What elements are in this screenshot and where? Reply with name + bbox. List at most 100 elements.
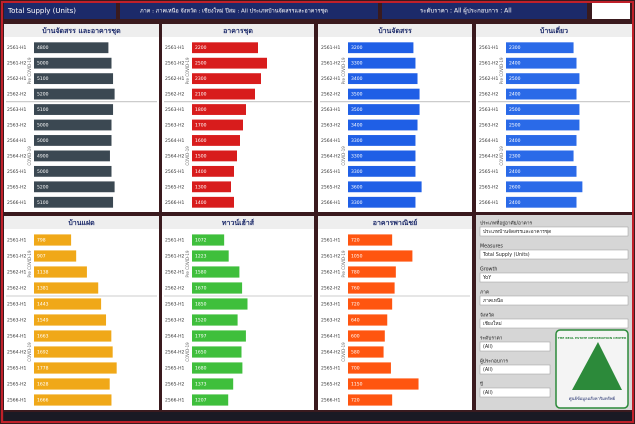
- period-label: 2562-H2: [7, 92, 26, 98]
- phase-label: COVID-19: [341, 342, 346, 362]
- bar: [34, 88, 115, 100]
- bar-value: 5000: [37, 61, 49, 67]
- filter-value: YoY: [482, 275, 491, 281]
- panel-header: [4, 24, 159, 37]
- bar: [34, 394, 112, 406]
- period-label: 2566-H1: [321, 398, 340, 404]
- filter-label: ระดับราคา: [480, 336, 503, 342]
- logo-icon: [572, 342, 622, 390]
- bar: [34, 150, 110, 162]
- bar: [348, 57, 416, 69]
- filter-label: ประเภทที่อยู่อาศัย/อาคาร: [480, 220, 533, 227]
- panel: [318, 216, 472, 410]
- filter-dropdown[interactable]: [479, 364, 551, 375]
- period-label: 2564-H2: [165, 350, 184, 356]
- bar-value: 3300: [351, 61, 363, 67]
- bar-value: 2500: [195, 61, 207, 67]
- phase-label: COVID-19: [27, 146, 32, 166]
- period-label: 2563-H1: [7, 302, 26, 308]
- filter-dropdown[interactable]: [479, 295, 629, 306]
- filter-dropdown[interactable]: [479, 272, 629, 283]
- logo-small: [592, 3, 630, 19]
- period-label: 2561-H2: [165, 61, 184, 67]
- logo-text: THE REAL ESTATE INFORMATION CENTER: [558, 336, 627, 340]
- panel: [476, 24, 632, 212]
- period-label: 2562-H1: [7, 270, 26, 276]
- bar: [192, 394, 229, 406]
- bar: [192, 135, 240, 146]
- bar: [348, 165, 416, 177]
- period-label: 2562-H2: [321, 92, 340, 98]
- bar-value: 798: [37, 238, 46, 244]
- bar-value: 907: [37, 254, 46, 260]
- bar: [192, 181, 231, 193]
- bar-value: 760: [351, 286, 360, 292]
- bar-value: 3400: [351, 123, 363, 129]
- bar: [506, 165, 577, 177]
- filter-box: [120, 3, 378, 19]
- period-label: 2563-H1: [321, 302, 340, 308]
- period-label: 2561-H1: [165, 238, 184, 244]
- period-label: 2563-H2: [165, 123, 184, 129]
- period-label: 2564-H1: [7, 334, 26, 340]
- period-label: 2561-H2: [165, 254, 184, 260]
- bar-value: 1600: [195, 138, 207, 144]
- bar-value: 1663: [37, 334, 49, 340]
- bar: [192, 266, 240, 278]
- bar-value: 1797: [195, 334, 207, 340]
- phase-label: COVID-19: [185, 146, 190, 166]
- bar-value: 1373: [195, 382, 207, 388]
- filter-dropdown[interactable]: [479, 341, 551, 352]
- period-label: 2565-H1: [7, 169, 26, 175]
- bar-value: 2300: [509, 45, 521, 51]
- bar: [34, 282, 99, 294]
- period-label: 2566-H1: [7, 200, 26, 206]
- bar-value: 1138: [37, 270, 49, 276]
- bar-value: 1692: [37, 350, 49, 356]
- bar-value: 3600: [351, 184, 363, 190]
- bar: [506, 88, 577, 100]
- bar-value: 2300: [195, 76, 207, 82]
- tab-bar: [4, 412, 632, 421]
- bar-value: 1050: [351, 254, 363, 260]
- filter-dropdown[interactable]: [479, 249, 629, 260]
- bar: [192, 234, 225, 246]
- period-label: 2563-H1: [165, 302, 184, 308]
- filter-dropdown[interactable]: [479, 318, 629, 329]
- period-label: 2561-H1: [321, 45, 340, 51]
- bar: [192, 88, 255, 100]
- bar-value: 5200: [37, 92, 49, 98]
- bar-value: 3500: [351, 92, 363, 98]
- bar: [348, 234, 393, 246]
- filter-dropdown[interactable]: [479, 226, 629, 237]
- filter-summary: ภาค : ภาคเหนือ จังหวัด : เชียงใหม่ ปีสม …: [140, 8, 328, 15]
- bar: [34, 362, 117, 374]
- bar-value: 2200: [195, 45, 207, 51]
- period-label: 2564-H2: [165, 153, 184, 159]
- bar-value: 2400: [509, 61, 521, 67]
- bar: [34, 73, 114, 85]
- panel-title: อาคารชุด: [223, 27, 253, 35]
- bar-value: 3200: [351, 45, 363, 51]
- period-label: 2561-H2: [7, 61, 26, 67]
- bar-value: 5000: [37, 169, 49, 175]
- phase-label: Pre COVID-19: [27, 250, 32, 277]
- period-label: 2565-H2: [479, 184, 498, 190]
- period-label: 2561-H2: [7, 254, 26, 260]
- bar: [192, 73, 261, 85]
- bar-value: 580: [351, 350, 360, 356]
- period-label: 2563-H1: [165, 107, 184, 113]
- panel: [318, 24, 472, 212]
- period-label: 2561-H1: [7, 45, 26, 51]
- period-label: 2561-H1: [321, 238, 340, 244]
- filter-dropdown[interactable]: [479, 387, 551, 398]
- bar-value: 2400: [509, 200, 521, 206]
- bar-value: 2100: [195, 92, 207, 98]
- period-label: 2564-H1: [479, 138, 498, 144]
- bar-value: 1500: [195, 153, 207, 159]
- period-label: 2566-H1: [7, 398, 26, 404]
- bar: [348, 314, 388, 326]
- bar-value: 3400: [351, 76, 363, 82]
- bar-value: 5000: [37, 123, 49, 129]
